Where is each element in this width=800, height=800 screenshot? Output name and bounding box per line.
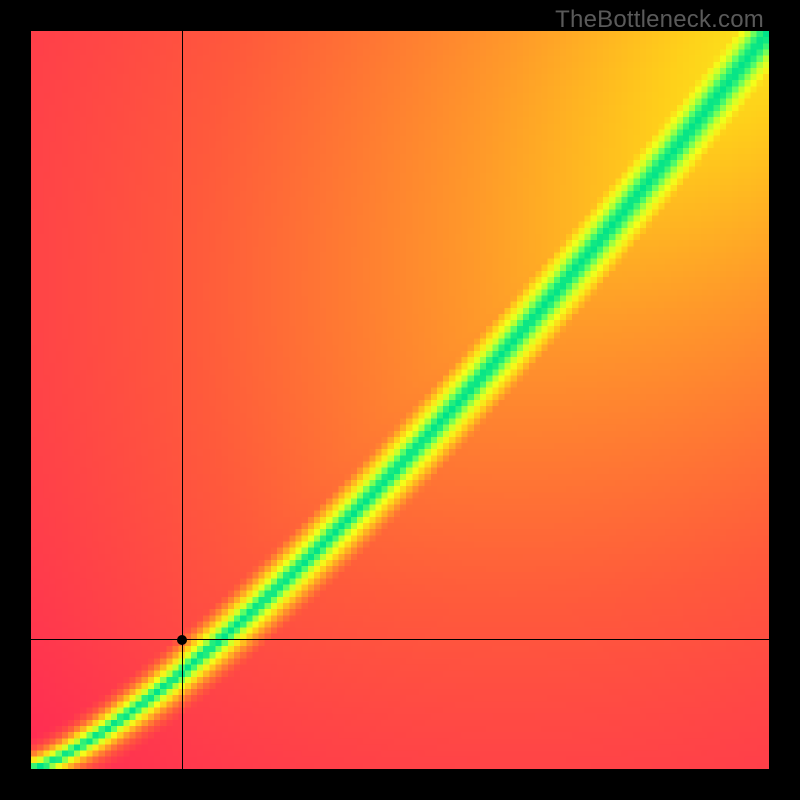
- bottleneck-heatmap: [31, 31, 769, 769]
- watermark-text: TheBottleneck.com: [555, 6, 764, 34]
- crosshair-horizontal: [31, 639, 769, 640]
- crosshair-vertical: [182, 31, 183, 769]
